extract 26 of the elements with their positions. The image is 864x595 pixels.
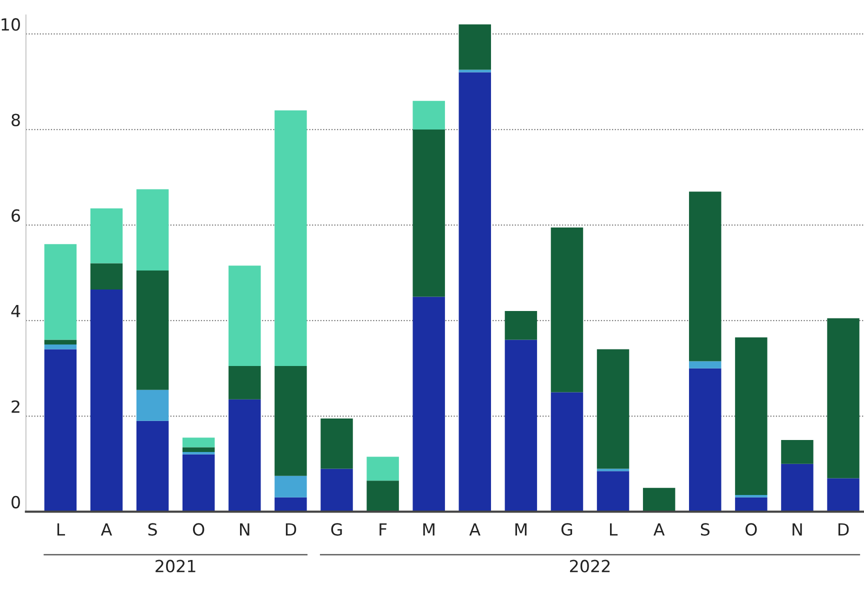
- x-tick-label: A: [469, 523, 480, 536]
- y-tick-label: 8: [12, 114, 20, 126]
- text: 2022: [570, 560, 610, 572]
- x-tick-label: G: [561, 523, 572, 536]
- x-tick-label: M: [423, 523, 434, 536]
- text: 2021: [156, 560, 196, 572]
- y-tick-label: 4: [11, 304, 20, 318]
- x-tick-label: L: [57, 523, 66, 536]
- x-tick-label: O: [746, 523, 757, 536]
- y-tick-label: 2: [12, 400, 20, 413]
- x-tick-label: A: [654, 523, 665, 536]
- x-tick-label: S: [148, 523, 157, 536]
- x-tick-label: S: [700, 523, 710, 536]
- x-tick-label: M: [515, 523, 526, 536]
- x-tick-label: F: [380, 523, 387, 536]
- x-tick-label: D: [838, 523, 849, 536]
- x-tick-label: G: [331, 523, 342, 536]
- x-tick-label: O: [192, 523, 204, 536]
- x-tick-label: A: [100, 523, 112, 536]
- x-tick-label: N: [792, 523, 802, 536]
- y-tick-label: 10: [2, 18, 20, 31]
- x-tick-label: L: [610, 523, 618, 536]
- y-tick-label: 0: [12, 496, 20, 508]
- y-tick-label: 6: [12, 209, 20, 222]
- x-tick-label: D: [286, 523, 296, 536]
- x-tick-label: N: [240, 523, 250, 536]
